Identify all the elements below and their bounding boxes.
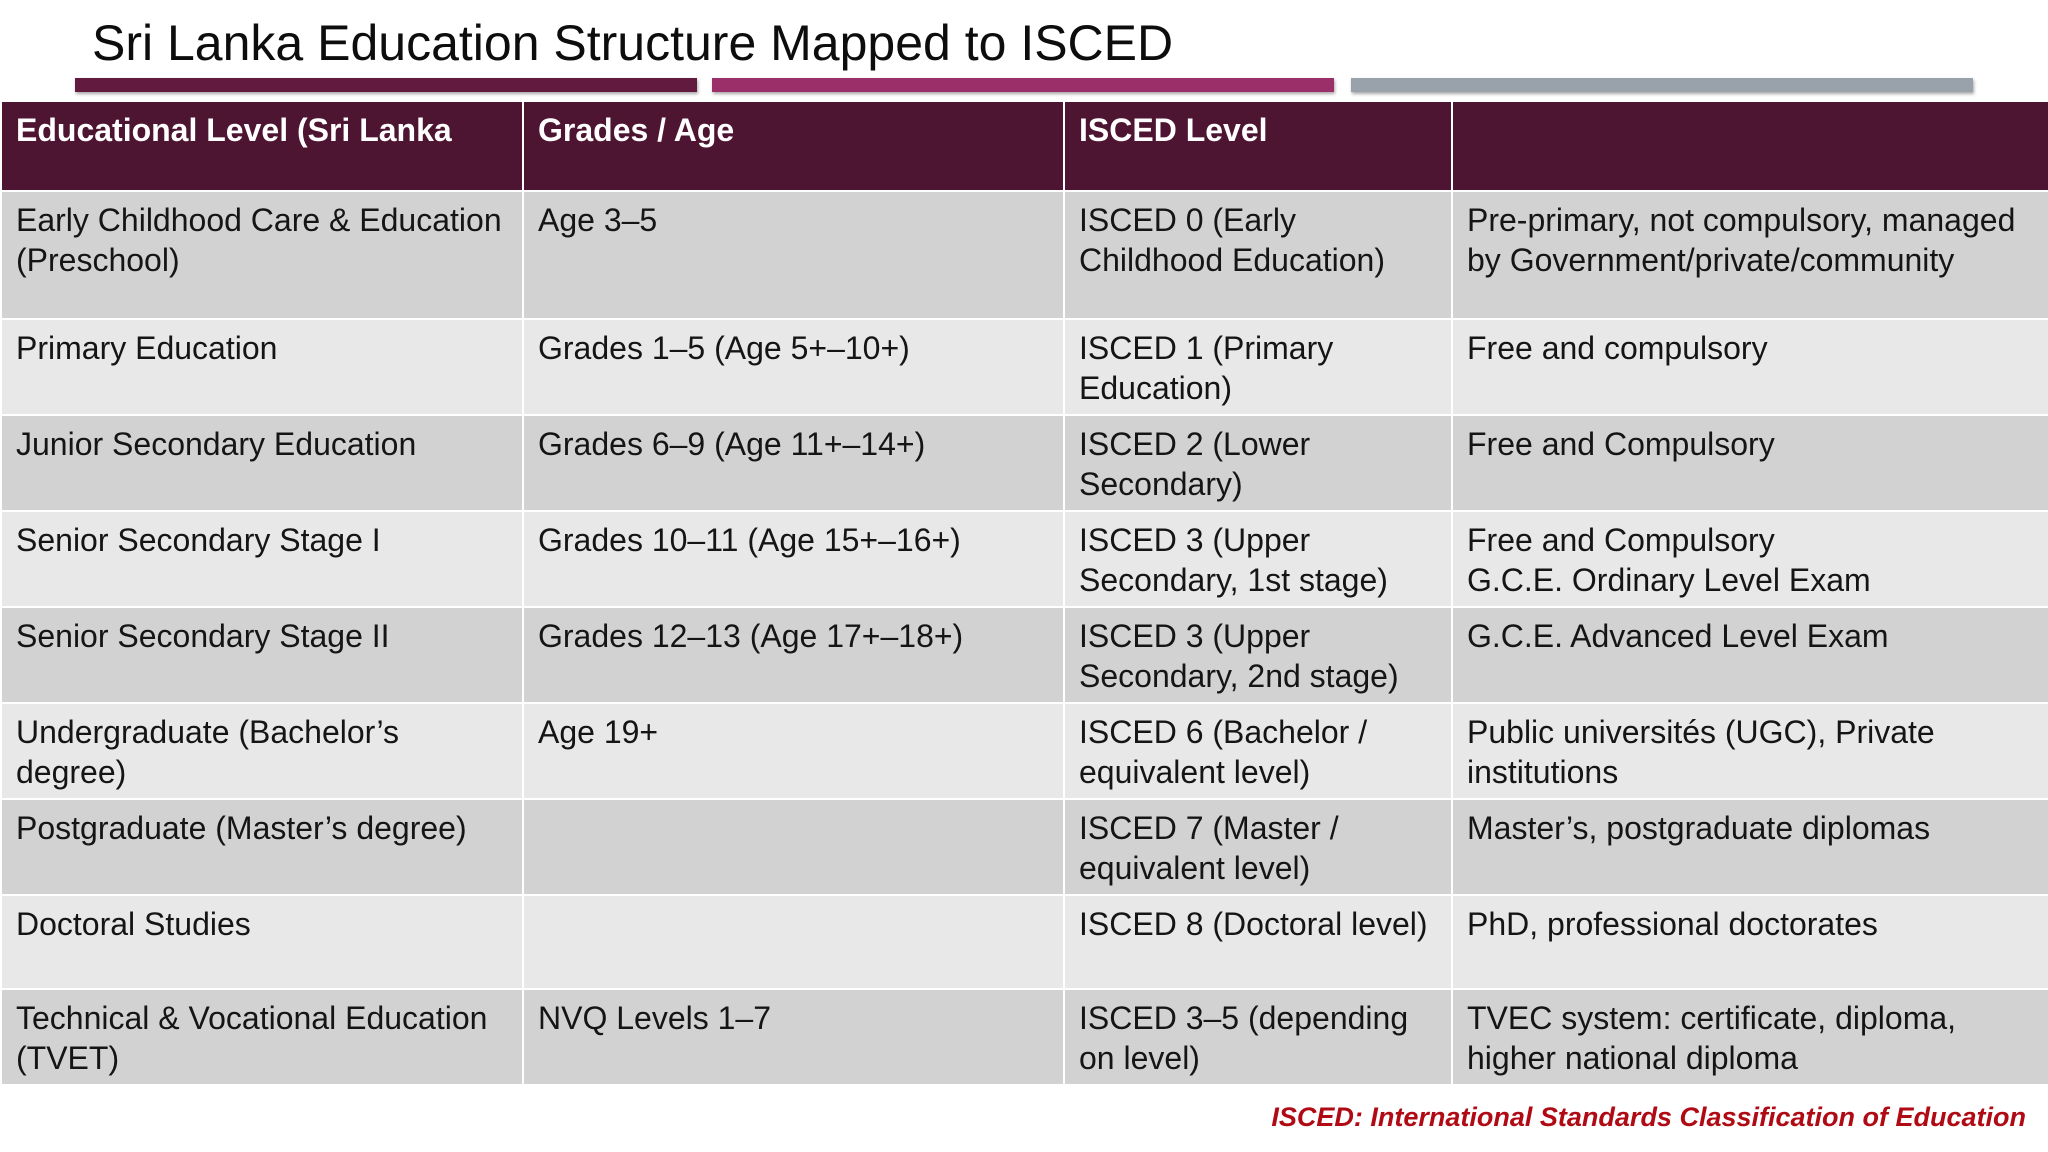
cell-grades-age: NVQ Levels 1–7 [522,988,1065,1086]
cell-level: Early Childhood Care & Education (Presch… [0,190,524,320]
cell-isced: ISCED 2 (Lower Secondary) [1063,414,1453,512]
accent-bar-3 [1351,78,1973,92]
cell-level: Senior Secondary Stage II [0,606,524,704]
cell-notes: PhD, professional doctorates [1451,894,2048,990]
cell-grades-age: Grades 10–11 (Age 15+–16+) [522,510,1065,608]
cell-notes: Pre-primary, not compulsory, managed by … [1451,190,2048,320]
cell-notes: G.C.E. Advanced Level Exam [1451,606,2048,704]
cell-level: Postgraduate (Master’s degree) [0,798,524,896]
cell-notes: TVEC system: certificate, diploma, highe… [1451,988,2048,1086]
cell-level: Undergraduate (Bachelor’s degree) [0,702,524,800]
cell-isced: ISCED 8 (Doctoral level) [1063,894,1453,990]
cell-notes: Free and compulsory [1451,318,2048,416]
table-row: Technical & Vocational Education (TVET) … [0,988,2048,1086]
cell-grades-age: Age 19+ [522,702,1065,800]
table-row: Senior Secondary Stage I Grades 10–11 (A… [0,510,2048,608]
education-table: Educational Level (Sri Lanka Grades / Ag… [0,100,2048,1086]
cell-grades-age: Grades 6–9 (Age 11+–14+) [522,414,1065,512]
table-row: Postgraduate (Master’s degree) ISCED 7 (… [0,798,2048,896]
cell-grades-age: Grades 1–5 (Age 5+–10+) [522,318,1065,416]
cell-level: Junior Secondary Education [0,414,524,512]
header-notes [1451,100,2048,192]
cell-isced: ISCED 1 (Primary Education) [1063,318,1453,416]
table-header-row: Educational Level (Sri Lanka Grades / Ag… [0,100,2048,192]
cell-notes: Public universités (UGC), Private instit… [1451,702,2048,800]
table-row: Primary Education Grades 1–5 (Age 5+–10+… [0,318,2048,416]
cell-isced: ISCED 0 (Early Childhood Education) [1063,190,1453,320]
accent-bar-1 [75,78,697,92]
table-row: Junior Secondary Education Grades 6–9 (A… [0,414,2048,512]
cell-notes: Free and Compulsory G.C.E. Ordinary Leve… [1451,510,2048,608]
cell-grades-age [522,894,1065,990]
cell-notes: Free and Compulsory [1451,414,2048,512]
slide-title: Sri Lanka Education Structure Mapped to … [92,15,1174,71]
cell-notes: Master’s, postgraduate diplomas [1451,798,2048,896]
table-row: Undergraduate (Bachelor’s degree) Age 19… [0,702,2048,800]
cell-isced: ISCED 3–5 (depending on level) [1063,988,1453,1086]
accent-bar-2 [712,78,1334,92]
table-row: Senior Secondary Stage II Grades 12–13 (… [0,606,2048,704]
cell-level: Doctoral Studies [0,894,524,990]
cell-grades-age [522,798,1065,896]
cell-level: Senior Secondary Stage I [0,510,524,608]
cell-grades-age: Grades 12–13 (Age 17+–18+) [522,606,1065,704]
table-row: Early Childhood Care & Education (Presch… [0,190,2048,320]
table-row: Doctoral Studies ISCED 8 (Doctoral level… [0,894,2048,990]
cell-isced: ISCED 3 (Upper Secondary, 2nd stage) [1063,606,1453,704]
cell-isced: ISCED 6 (Bachelor / equivalent level) [1063,702,1453,800]
header-educational-level: Educational Level (Sri Lanka [0,100,524,192]
cell-level: Technical & Vocational Education (TVET) [0,988,524,1086]
isced-footnote: ISCED: International Standards Classific… [1271,1102,2026,1132]
cell-isced: ISCED 7 (Master / equivalent level) [1063,798,1453,896]
header-grades-age: Grades / Age [522,100,1065,192]
cell-isced: ISCED 3 (Upper Secondary, 1st stage) [1063,510,1453,608]
cell-level: Primary Education [0,318,524,416]
cell-grades-age: Age 3–5 [522,190,1065,320]
header-isced-level: ISCED Level [1063,100,1453,192]
